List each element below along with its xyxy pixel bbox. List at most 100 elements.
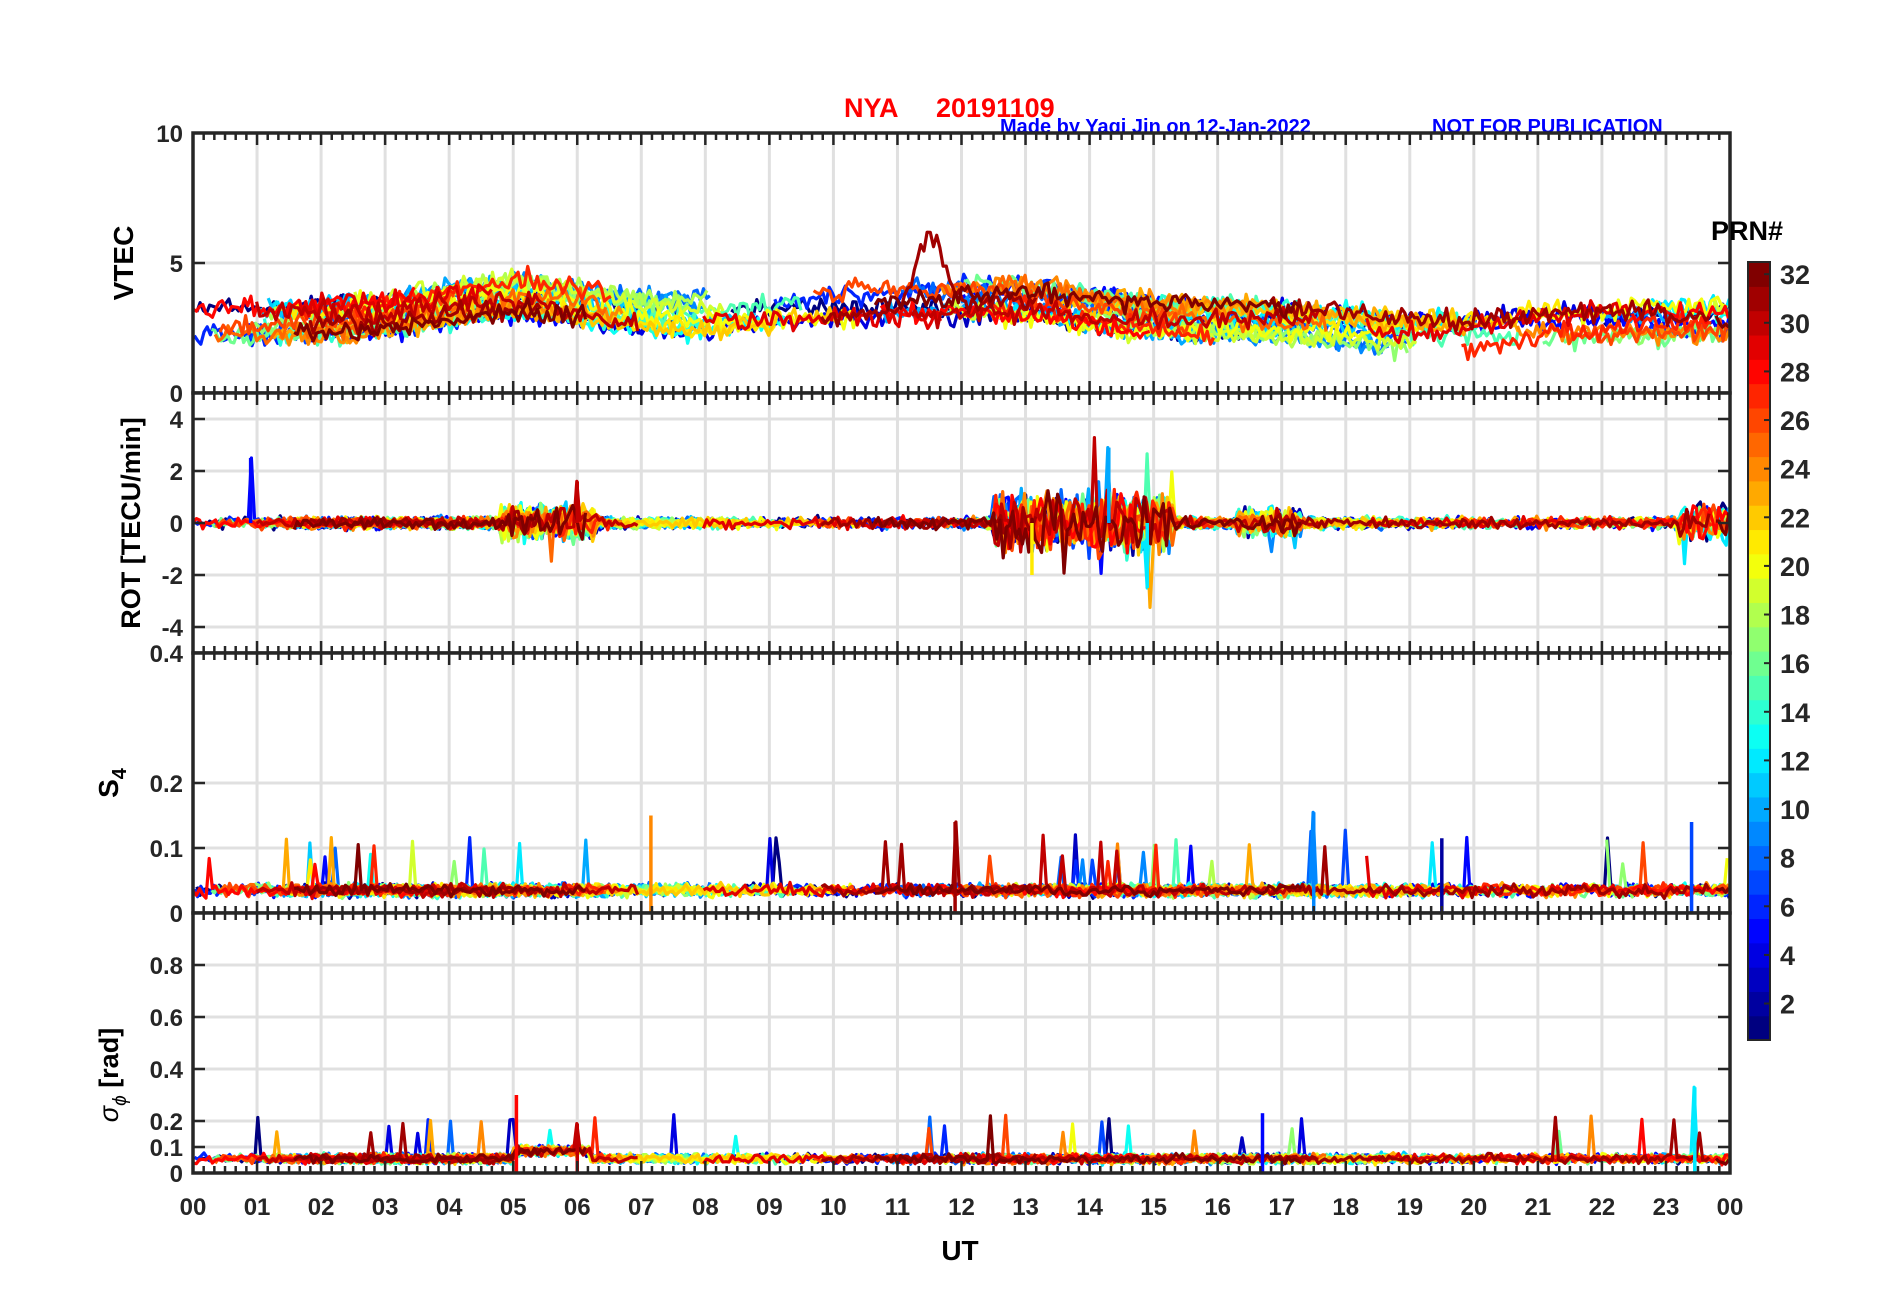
- y-tick-label: 0.8: [150, 953, 183, 980]
- prn-32-series: [1714, 315, 1730, 329]
- x-tick-label: 06: [564, 1194, 591, 1221]
- colorbar-segment: [1748, 723, 1770, 749]
- x-tick-label: 09: [756, 1194, 783, 1221]
- prn-29-series: [1365, 299, 1631, 345]
- colorbar-tick-label: 24: [1780, 455, 1810, 485]
- prn-32-series: [875, 883, 1303, 899]
- prn-32-series: [293, 297, 588, 343]
- vtec-ylabel: VTEC: [108, 226, 139, 301]
- y-tick-label: 0.1: [150, 1135, 183, 1162]
- y-tick-label: 0: [170, 901, 183, 928]
- colorbar-tick-label: 18: [1780, 601, 1810, 631]
- series-group: [193, 810, 1730, 913]
- y-tick-label: 4: [170, 407, 184, 434]
- colorbar-segment: [1748, 359, 1770, 385]
- colorbar-segment: [1748, 845, 1770, 871]
- colorbar-segment: [1748, 651, 1770, 676]
- x-tick-label: 11: [885, 1194, 910, 1221]
- x-tick-label: 19: [1396, 1194, 1423, 1221]
- prn-28-series: [1630, 504, 1730, 541]
- colorbar-segment: [1748, 626, 1770, 652]
- x-tick-label: 22: [1589, 1194, 1616, 1221]
- colorbar-segment: [1748, 578, 1770, 603]
- prn-28-series: [1630, 301, 1730, 324]
- y-tick-label: 5: [170, 251, 183, 278]
- colorbar-segment: [1748, 869, 1770, 895]
- colorbar-segment: [1748, 1015, 1770, 1041]
- colorbar-tick-label: 28: [1780, 357, 1810, 387]
- x-tick-label: 10: [820, 1194, 847, 1221]
- prn-30-series: [255, 290, 640, 332]
- colorbar-tick-label: 8: [1780, 844, 1795, 874]
- x-tick-label: 04: [436, 1194, 463, 1221]
- x-tick-label: 16: [1204, 1194, 1231, 1221]
- x-tick-label: 13: [1012, 1194, 1039, 1221]
- prn-31-series: [820, 230, 1038, 328]
- panel-s4: 0 0.1 0.2 0.4: [150, 641, 1732, 928]
- colorbar-segment: [1748, 967, 1770, 992]
- prn-28-series: [1631, 1117, 1729, 1167]
- colorbar-tick-label: 4: [1780, 941, 1795, 971]
- colorbar-segment: [1748, 942, 1770, 968]
- colorbar-segment: [1748, 480, 1770, 506]
- colorbar-segment: [1748, 334, 1770, 360]
- colorbar-segment: [1748, 894, 1770, 920]
- panel-vtec: 0 5 10: [156, 121, 1732, 408]
- colorbar-segment: [1748, 262, 1770, 287]
- colorbar-tick-label: 16: [1780, 649, 1810, 679]
- panel-sigma: 00.10.2 0.4 0.6 0.8: [150, 911, 1732, 1188]
- series-group: [193, 230, 1730, 363]
- y-tick-label: 0.4: [150, 1057, 184, 1084]
- colorbar-segment: [1748, 602, 1770, 628]
- x-tick-label: 07: [628, 1194, 655, 1221]
- y-tick-label: 0.2: [150, 771, 183, 798]
- prn-31-series: [1268, 1115, 1711, 1165]
- prn-29-series: [702, 1153, 941, 1166]
- colorbar-tick-label: 14: [1780, 698, 1810, 728]
- colorbar-tick-label: 32: [1780, 260, 1810, 290]
- series-group: [193, 436, 1730, 609]
- colorbar-tick-label: 6: [1780, 892, 1795, 922]
- sigma-ylabel: σϕ [rad]: [94, 1028, 131, 1122]
- colorbar-label: PRN#: [1711, 216, 1783, 246]
- colorbar-tick-label: 20: [1780, 552, 1810, 582]
- colorbar-segment: [1748, 529, 1770, 555]
- x-tick-label: 14: [1076, 1194, 1103, 1221]
- colorbar-tick-label: 22: [1780, 503, 1810, 533]
- prn-32-series: [1715, 886, 1730, 895]
- svg-text:σϕ [rad]: σϕ [rad]: [94, 1028, 131, 1122]
- x-tick-label: 18: [1332, 1194, 1359, 1221]
- colorbar-segment: [1748, 432, 1770, 458]
- prn-31-series: [309, 1121, 542, 1166]
- colorbar-tick-label: 30: [1780, 309, 1810, 339]
- colorbar-segment: [1748, 456, 1770, 482]
- colorbar-segment: [1748, 772, 1770, 798]
- y-tick-label: 0: [170, 1161, 183, 1188]
- prn-28-series: [1631, 883, 1729, 897]
- prn-32-series: [873, 281, 1302, 320]
- colorbar-segment: [1748, 505, 1770, 531]
- prn-32-series: [293, 843, 586, 899]
- panel-rot: -4 -2 0 2 4: [162, 391, 1732, 655]
- colorbar-segment: [1748, 918, 1770, 944]
- prn-31-series: [1268, 507, 1711, 538]
- colorbar-segment: [1748, 796, 1770, 822]
- colorbar-tick-label: 2: [1780, 990, 1795, 1020]
- x-tick-label: 00: [1717, 1194, 1744, 1221]
- colorbar-segment: [1748, 748, 1770, 774]
- colorbar-segment: [1748, 553, 1770, 579]
- rot-ylabel: ROT [TECU/min]: [116, 417, 146, 628]
- colorbar-segment: [1748, 286, 1770, 312]
- prn-32-series: [874, 1114, 1302, 1166]
- y-tick-label: 0: [170, 381, 183, 408]
- y-tick-label: 0.1: [150, 836, 183, 863]
- y-tick-label: -2: [162, 563, 183, 590]
- y-tick-label: 0.4: [150, 641, 184, 668]
- colorbar-segment: [1748, 699, 1770, 725]
- x-tick-label: 20: [1460, 1194, 1487, 1221]
- x-tick-label: 00: [180, 1194, 207, 1221]
- y-tick-label: 0: [170, 511, 183, 538]
- y-tick-label: 0.2: [150, 1109, 183, 1136]
- prn-31-series: [821, 1152, 1038, 1166]
